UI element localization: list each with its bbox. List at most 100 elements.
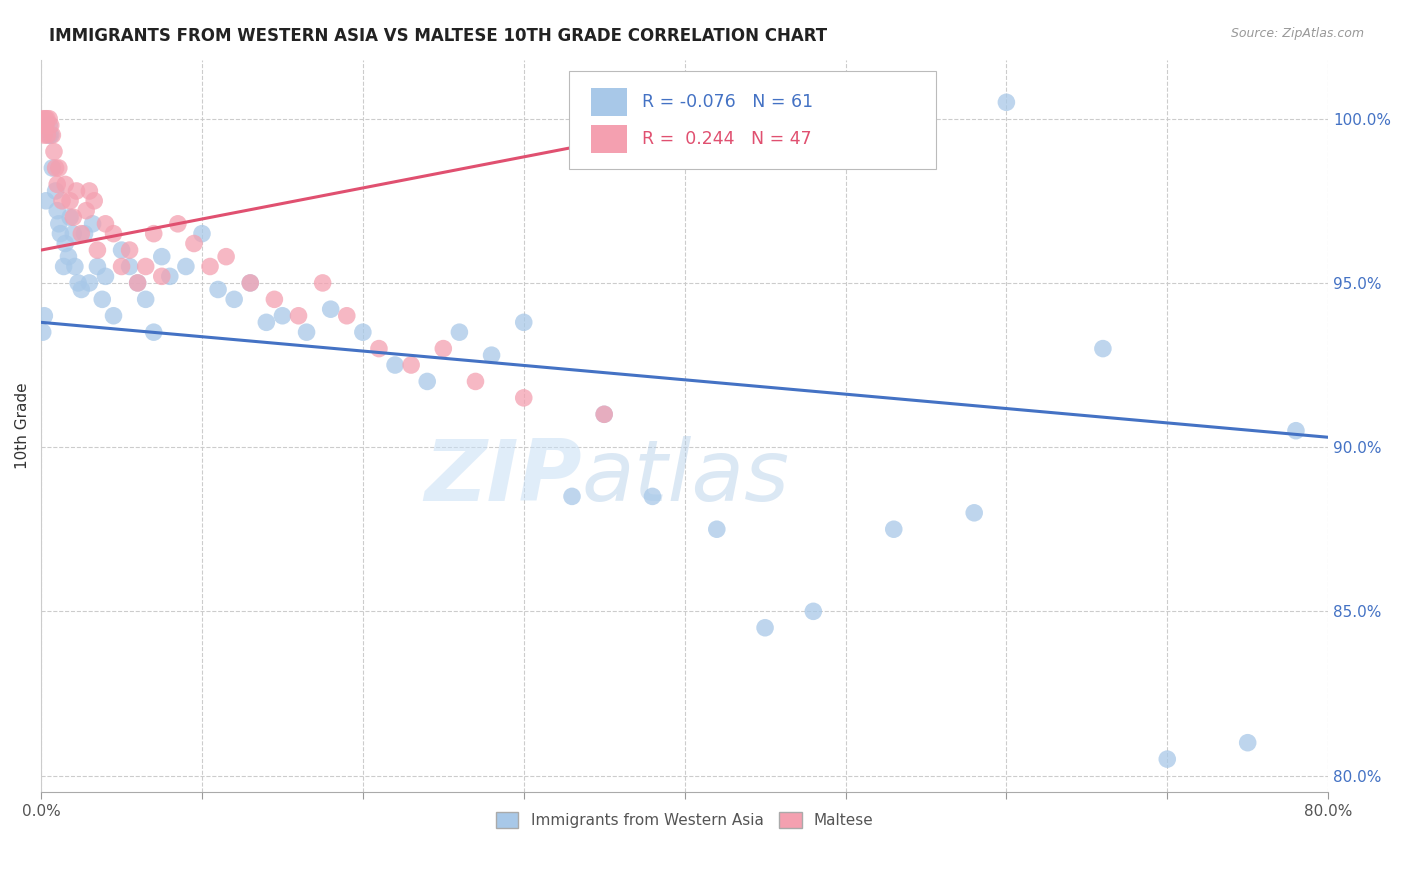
Y-axis label: 10th Grade: 10th Grade (15, 383, 30, 469)
Point (41, 128, 63, 142)
Point (399, 358, 422, 372)
Point (1156, 752, 1178, 766)
Point (215, 250, 238, 264)
Point (46, 178, 69, 192)
Point (103, 227, 125, 241)
Point (593, 407, 616, 421)
Point (513, 315, 536, 329)
Point (263, 293, 285, 307)
Point (110, 260, 132, 274)
Text: Source: ZipAtlas.com: Source: ZipAtlas.com (1230, 27, 1364, 40)
Point (464, 375, 486, 389)
Point (1236, 736, 1258, 750)
Point (191, 227, 214, 241)
Point (319, 302, 342, 317)
Point (39, 128, 62, 142)
Point (37, 128, 59, 142)
Point (127, 276, 149, 290)
Point (641, 489, 664, 503)
Point (35, 194, 58, 208)
Point (67, 276, 90, 290)
Point (754, 621, 776, 635)
Point (135, 260, 157, 274)
Point (166, 217, 188, 231)
Point (53, 178, 76, 192)
Point (38, 128, 60, 142)
Point (118, 260, 141, 274)
Point (38, 112, 60, 126)
Point (32, 118, 55, 132)
Point (94, 269, 117, 284)
Point (31, 325, 53, 339)
Point (35, 118, 58, 132)
Point (150, 250, 173, 264)
Point (135, 293, 157, 307)
Point (1285, 424, 1308, 438)
Point (481, 348, 503, 362)
Point (35, 112, 58, 126)
Point (62, 227, 84, 241)
Point (416, 375, 439, 389)
Point (174, 260, 197, 274)
Point (70, 227, 93, 241)
Text: IMMIGRANTS FROM WESTERN ASIA VS MALTESE 10TH GRADE CORRELATION CHART: IMMIGRANTS FROM WESTERN ASIA VS MALTESE … (49, 27, 827, 45)
Point (513, 391, 536, 405)
Point (45, 184, 67, 198)
Text: R = -0.076   N = 61: R = -0.076 N = 61 (643, 93, 813, 112)
Point (82, 217, 104, 231)
Point (352, 325, 374, 339)
Text: R =  0.244   N = 47: R = 0.244 N = 47 (643, 129, 811, 148)
Point (38, 118, 60, 132)
Point (384, 358, 406, 372)
Point (34, 128, 56, 142)
Point (48, 217, 70, 231)
Point (63, 260, 86, 274)
Point (62, 211, 84, 225)
Point (59, 211, 82, 225)
Point (254, 315, 277, 329)
Point (65, 184, 87, 198)
Point (287, 309, 309, 323)
Point (103, 309, 125, 323)
Point (79, 276, 101, 290)
Point (183, 236, 205, 251)
Point (432, 342, 454, 356)
Point (593, 407, 616, 421)
Point (159, 269, 181, 284)
Point (58, 250, 80, 264)
Point (46, 203, 69, 218)
Point (75, 203, 97, 218)
Point (368, 342, 391, 356)
Point (706, 522, 728, 536)
Point (110, 243, 132, 257)
Bar (591, 88, 627, 116)
Point (142, 227, 165, 241)
Point (883, 522, 905, 536)
Point (271, 309, 294, 323)
Point (311, 276, 333, 290)
Point (51, 194, 73, 208)
Point (86, 243, 108, 257)
Point (34, 112, 56, 126)
Point (48, 161, 70, 175)
Point (801, 604, 824, 618)
Point (295, 325, 318, 339)
Point (239, 276, 262, 290)
Legend: Immigrants from Western Asia, Maltese: Immigrants from Western Asia, Maltese (488, 805, 882, 836)
Point (449, 325, 471, 339)
Point (1091, 342, 1114, 356)
Point (86, 260, 108, 274)
Point (561, 489, 583, 503)
Point (59, 194, 82, 208)
Point (207, 283, 229, 297)
Point (70, 283, 93, 297)
Point (198, 260, 221, 274)
Point (31, 112, 53, 126)
Point (995, 95, 1018, 110)
Point (127, 276, 149, 290)
Point (336, 309, 359, 323)
Point (239, 276, 262, 290)
Text: atlas: atlas (582, 435, 790, 518)
Point (94, 217, 117, 231)
Point (224, 293, 246, 307)
